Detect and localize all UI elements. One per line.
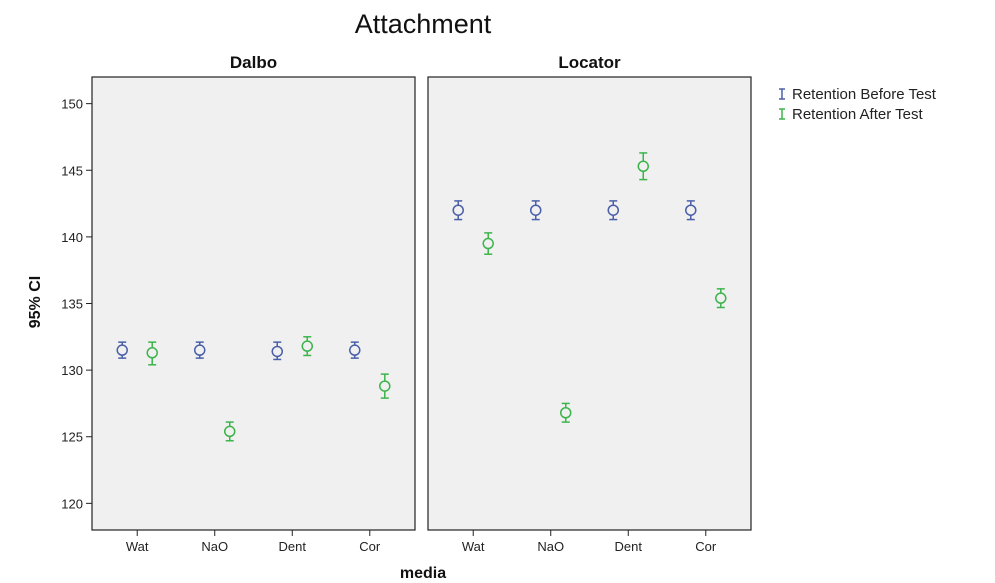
x-tick-label: Cor <box>359 539 381 554</box>
x-tick-label: NaO <box>537 539 564 554</box>
mean-marker <box>715 292 727 304</box>
mean-marker <box>146 347 158 359</box>
error-bar-point <box>193 341 206 359</box>
error-bar-point <box>116 341 128 359</box>
x-tick-label: Wat <box>462 539 485 554</box>
mean-marker <box>637 160 650 173</box>
y-tick-label: 125 <box>61 430 83 445</box>
y-tick-label: 150 <box>61 97 83 112</box>
panel-dalbo: Dalbo Wat NaO Dent Cor <box>91 53 416 554</box>
mean-marker <box>379 380 391 392</box>
mean-marker <box>559 407 572 419</box>
y-axis: 120 125 130 135 140 145 150 <box>61 97 92 511</box>
mean-marker <box>349 344 361 356</box>
mean-marker <box>607 204 620 216</box>
error-bar-point <box>379 373 391 399</box>
error-bar-point <box>223 421 236 442</box>
x-tick-label: Wat <box>126 539 149 554</box>
chart-title: Attachment <box>355 9 492 39</box>
mean-marker <box>301 340 314 352</box>
error-bar-point <box>146 341 158 366</box>
y-tick-label: 145 <box>61 163 83 178</box>
y-tick-label: 130 <box>61 363 83 378</box>
error-bar-point <box>715 288 727 309</box>
x-tick-label: Cor <box>695 539 717 554</box>
panel-title: Locator <box>558 53 621 72</box>
y-tick-label: 135 <box>61 297 83 312</box>
error-bar-point <box>529 200 542 221</box>
legend-label: Retention After Test <box>792 106 923 123</box>
panel-locator: Locator Wat NaO Dent Cor <box>427 53 752 554</box>
error-bar-point <box>482 232 494 255</box>
legend-label: Retention Before Test <box>792 86 937 103</box>
legend: Retention Before Test Retention After Tes… <box>779 86 937 123</box>
mean-marker <box>116 344 128 356</box>
y-tick-label: 140 <box>61 230 83 245</box>
y-axis-label: 95% CI <box>27 276 44 328</box>
error-bar-point <box>452 200 464 221</box>
x-tick-label: Dent <box>279 539 307 554</box>
panel-frame <box>427 76 752 531</box>
y-tick-label: 120 <box>61 496 83 511</box>
error-bar-point <box>559 402 572 423</box>
legend-item: Retention After Test <box>779 106 923 123</box>
error-bar-point <box>637 152 650 181</box>
mean-marker <box>685 204 697 216</box>
error-bar-point <box>685 200 697 221</box>
legend-item: Retention Before Test <box>779 86 937 103</box>
error-bar-point <box>607 200 620 221</box>
panel-frame <box>91 76 416 531</box>
error-bar-point <box>301 336 314 357</box>
mean-marker <box>482 237 494 250</box>
mean-marker <box>223 425 236 438</box>
x-tick-label: Dent <box>615 539 643 554</box>
mean-marker <box>271 345 284 358</box>
error-bar-point <box>349 341 361 359</box>
x-axis-label: media <box>400 565 446 582</box>
x-tick-label: NaO <box>201 539 228 554</box>
mean-marker <box>193 344 206 356</box>
mean-marker <box>452 204 464 216</box>
panels: Dalbo Wat NaO Dent Cor Locator Wat NaO Dent Cor <box>91 53 752 554</box>
error-bar-point <box>271 341 284 361</box>
panel-title: Dalbo <box>230 53 277 72</box>
mean-marker <box>529 204 542 216</box>
